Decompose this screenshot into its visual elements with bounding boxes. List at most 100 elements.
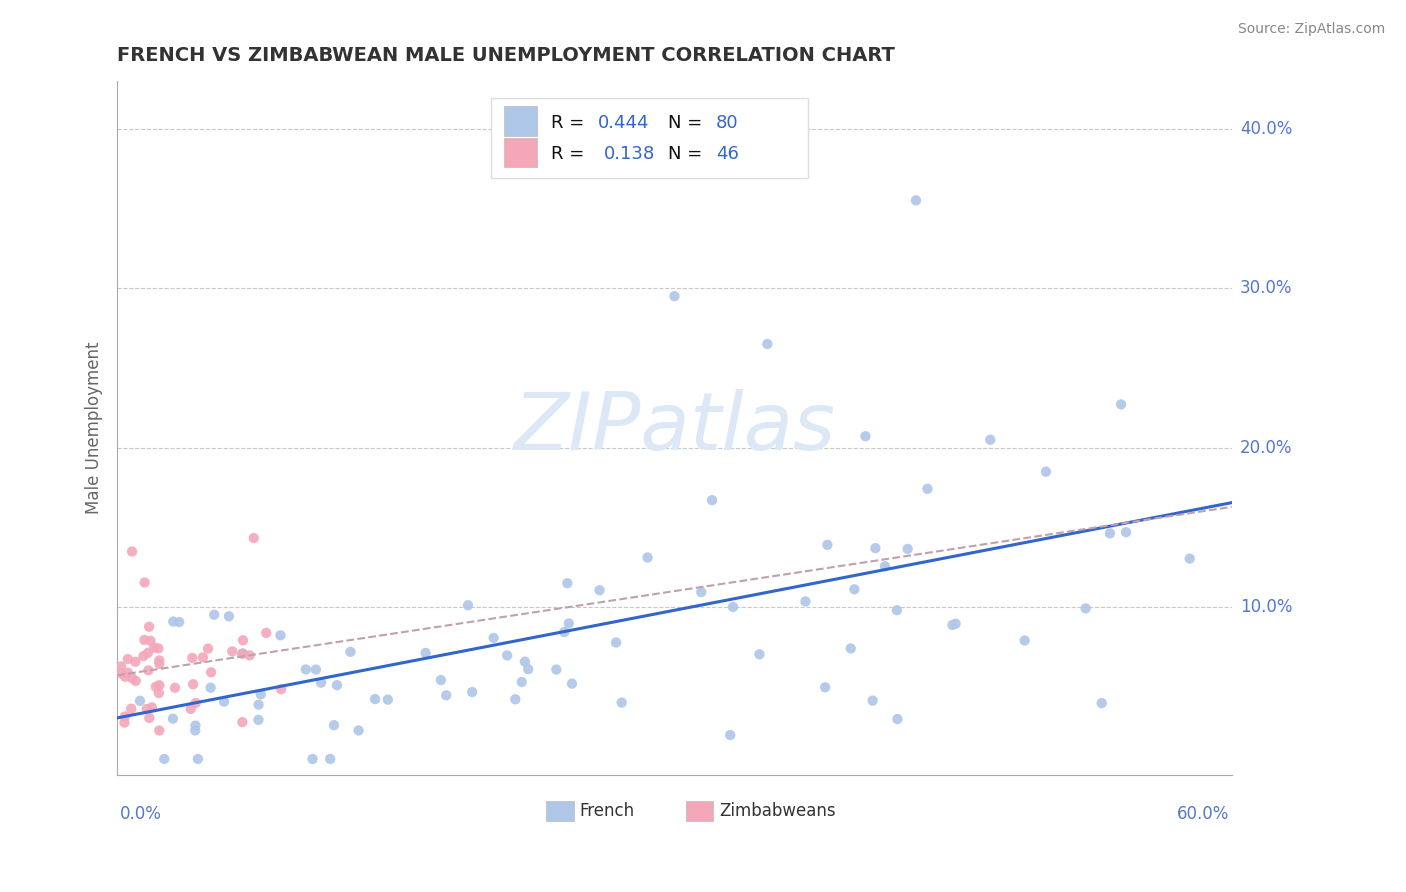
Point bbox=[148, 641, 170, 656]
Point bbox=[124, 655, 146, 669]
Point bbox=[139, 633, 162, 648]
Point bbox=[814, 680, 837, 694]
Point bbox=[249, 687, 271, 701]
Point bbox=[517, 662, 540, 676]
Point bbox=[855, 429, 877, 443]
Point bbox=[700, 493, 723, 508]
Point bbox=[254, 626, 277, 640]
Point bbox=[184, 723, 207, 738]
Point bbox=[1178, 551, 1201, 566]
Text: ZIPatlas: ZIPatlas bbox=[513, 389, 835, 467]
Point bbox=[184, 696, 207, 710]
Point bbox=[134, 632, 156, 647]
Point bbox=[110, 659, 132, 673]
Point bbox=[461, 685, 484, 699]
Point bbox=[496, 648, 519, 663]
Point bbox=[979, 433, 1001, 447]
Point bbox=[434, 688, 457, 702]
Point bbox=[941, 618, 963, 632]
Point bbox=[301, 752, 323, 766]
Text: 0.0%: 0.0% bbox=[120, 805, 162, 823]
Text: FRENCH VS ZIMBABWEAN MALE UNEMPLOYMENT CORRELATION CHART: FRENCH VS ZIMBABWEAN MALE UNEMPLOYMENT C… bbox=[117, 46, 896, 65]
Point bbox=[917, 482, 939, 496]
Point bbox=[136, 646, 159, 660]
Point bbox=[148, 686, 170, 700]
Point bbox=[637, 550, 659, 565]
Point bbox=[148, 657, 170, 671]
Point bbox=[162, 712, 184, 726]
Point bbox=[120, 701, 142, 715]
Point bbox=[377, 692, 399, 706]
Point bbox=[904, 194, 927, 208]
Point bbox=[339, 645, 361, 659]
FancyBboxPatch shape bbox=[491, 98, 808, 178]
Point bbox=[897, 541, 920, 556]
Point bbox=[187, 752, 209, 766]
Point bbox=[557, 576, 579, 591]
Point bbox=[184, 718, 207, 732]
Point bbox=[197, 641, 219, 656]
Point bbox=[295, 663, 318, 677]
Point bbox=[588, 583, 610, 598]
Point bbox=[605, 635, 627, 649]
Point bbox=[513, 655, 536, 669]
Point bbox=[129, 694, 152, 708]
Point bbox=[347, 723, 370, 738]
Point bbox=[231, 715, 253, 730]
Point bbox=[212, 695, 235, 709]
Point bbox=[1091, 696, 1114, 710]
Point bbox=[202, 607, 225, 622]
Point bbox=[191, 650, 214, 665]
Point bbox=[721, 599, 744, 614]
Point bbox=[232, 647, 254, 661]
Point bbox=[114, 709, 136, 723]
Point bbox=[200, 665, 222, 680]
Text: 20.0%: 20.0% bbox=[1240, 439, 1292, 457]
Point bbox=[200, 681, 222, 695]
Text: R =: R = bbox=[551, 114, 589, 132]
Point bbox=[181, 677, 204, 691]
Point bbox=[1109, 397, 1132, 411]
Text: French: French bbox=[579, 802, 636, 820]
Point bbox=[457, 598, 479, 612]
Point bbox=[138, 620, 160, 634]
Point bbox=[945, 616, 967, 631]
Point bbox=[143, 640, 166, 655]
Point bbox=[162, 615, 184, 629]
Bar bbox=[503, 106, 537, 136]
Point bbox=[844, 582, 866, 597]
Text: 10.0%: 10.0% bbox=[1240, 599, 1292, 616]
Bar bbox=[547, 801, 574, 822]
Point bbox=[180, 702, 202, 716]
Point bbox=[1035, 465, 1057, 479]
Point bbox=[117, 665, 139, 680]
Point bbox=[886, 603, 908, 617]
Point bbox=[247, 698, 270, 712]
Point bbox=[610, 696, 633, 710]
Point bbox=[794, 594, 817, 608]
Point bbox=[309, 675, 332, 690]
Text: Source: ZipAtlas.com: Source: ZipAtlas.com bbox=[1237, 22, 1385, 37]
Point bbox=[247, 713, 270, 727]
Point bbox=[163, 681, 186, 695]
Point bbox=[415, 646, 437, 660]
Point bbox=[221, 644, 243, 658]
Point bbox=[110, 666, 132, 681]
Y-axis label: Male Unemployment: Male Unemployment bbox=[86, 342, 103, 514]
Point bbox=[141, 700, 163, 714]
Point bbox=[561, 676, 583, 690]
Point bbox=[132, 648, 155, 663]
Point bbox=[270, 682, 292, 697]
Point bbox=[748, 648, 770, 662]
Point bbox=[181, 651, 204, 665]
Text: Zimbabweans: Zimbabweans bbox=[718, 802, 835, 820]
Text: 30.0%: 30.0% bbox=[1240, 279, 1292, 297]
Point bbox=[232, 633, 254, 648]
Point bbox=[865, 541, 887, 555]
Point bbox=[138, 663, 160, 677]
Point bbox=[125, 673, 148, 688]
Point bbox=[553, 624, 575, 639]
Point bbox=[862, 693, 884, 707]
Point bbox=[505, 692, 527, 706]
Point bbox=[134, 575, 156, 590]
